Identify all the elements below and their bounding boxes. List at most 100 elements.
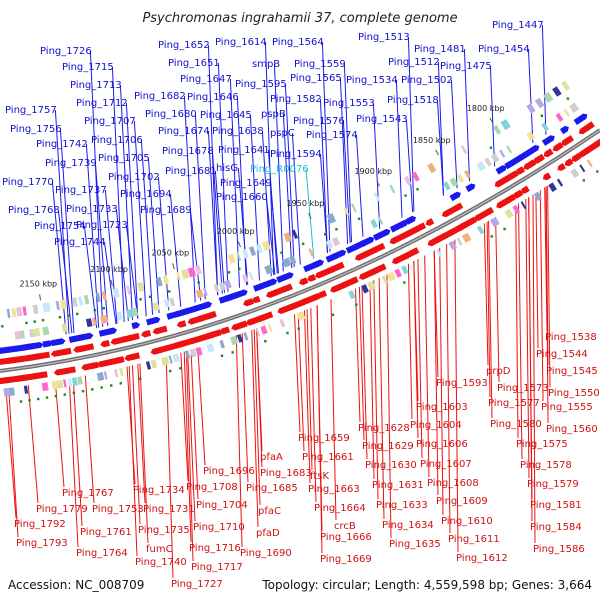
feature-label: Ping_1694 — [120, 189, 172, 200]
rna-mark — [148, 295, 152, 298]
feature-label: Ping_1638 — [212, 126, 264, 137]
feature-label: Ping_1593 — [436, 378, 488, 389]
feature-box — [77, 296, 84, 306]
label-pointer — [265, 196, 276, 275]
gene-arrow — [87, 361, 99, 370]
label-pointer — [437, 61, 444, 196]
rna-mark — [63, 393, 66, 396]
feature-label: Ping_1573 — [497, 383, 549, 394]
feature-box — [343, 206, 350, 217]
feature-label: Ping_1793 — [16, 538, 68, 549]
gene-arrow — [60, 366, 76, 375]
label-pointer — [241, 333, 249, 483]
feature-box — [116, 311, 123, 321]
feature-box — [350, 203, 357, 213]
feature-box — [493, 124, 502, 135]
feature-box — [548, 182, 557, 192]
feature-box — [543, 91, 554, 103]
rna-mark — [72, 391, 76, 395]
feature-label: Ping_1582 — [270, 94, 322, 105]
rna-mark — [355, 303, 358, 306]
feature-box — [499, 149, 506, 158]
feature-box — [219, 339, 226, 349]
feature-box — [32, 304, 39, 315]
feature-label: Ping_1661 — [302, 452, 354, 463]
feature-label: Ping_1614 — [215, 37, 267, 48]
gene-arrow — [259, 311, 274, 321]
feature-label: Ping_1502 — [401, 75, 453, 86]
reverse-cog-boxes — [3, 159, 593, 397]
feature-label: Ping_1646 — [187, 92, 239, 103]
feature-box — [83, 294, 90, 305]
label-pointer — [157, 176, 170, 311]
label-pointer — [486, 221, 491, 398]
label-pointer — [528, 197, 533, 522]
label-pointer — [454, 239, 459, 553]
feature-box — [16, 306, 23, 317]
feature-label: Ping_1512 — [388, 57, 440, 68]
gene-arrow — [146, 316, 161, 326]
scale-tick-mark — [39, 294, 42, 301]
label-pointer — [306, 309, 313, 471]
gene-arrow — [32, 351, 51, 360]
gene-arrow — [407, 247, 420, 257]
feature-box — [119, 367, 124, 377]
feature-box — [103, 371, 108, 380]
feature-box — [361, 284, 369, 294]
feature-box — [227, 253, 236, 264]
label-pointer — [316, 305, 323, 554]
feature-box — [112, 288, 120, 298]
label-pointer — [483, 223, 489, 366]
label-pointer — [187, 350, 196, 522]
gene-arrow — [307, 273, 317, 282]
feature-box — [114, 368, 119, 378]
gene-arrow — [564, 158, 574, 167]
gene-arrow — [405, 215, 417, 225]
rna-mark — [54, 394, 57, 398]
label-pointer — [165, 356, 174, 579]
feature-box — [282, 257, 292, 268]
feature-label: Ping_1659 — [298, 433, 350, 444]
gene-arrow — [141, 330, 152, 338]
feature-label: Ping_1770 — [2, 177, 54, 188]
feature-label: Ping_1611 — [448, 534, 500, 545]
feature-box — [206, 343, 215, 353]
rna-mark — [1, 325, 4, 328]
feature-box — [381, 275, 388, 284]
feature-box — [373, 192, 381, 202]
scale-tick-mark — [435, 149, 439, 156]
gene-arrow — [100, 339, 111, 348]
feature-label: Ping_1545 — [546, 366, 598, 377]
label-pointer — [131, 365, 141, 525]
label-pointer — [304, 310, 311, 484]
feature-label: Ping_1666 — [320, 532, 372, 543]
feature-box — [126, 285, 131, 295]
gene-arrow — [349, 276, 359, 285]
feature-label: Ping_1731 — [143, 504, 195, 515]
feature-box — [95, 292, 101, 302]
feature-label: Ping_1707 — [84, 116, 136, 127]
feature-label: Ping_1594 — [270, 149, 322, 160]
feature-box — [563, 108, 571, 117]
feature-box — [435, 248, 442, 257]
gene-arrow — [219, 326, 231, 335]
feature-label: Ping_1559 — [294, 59, 346, 70]
gene-arrow — [542, 172, 552, 181]
feature-box — [427, 162, 437, 174]
gene-arrow — [360, 236, 375, 247]
gene-arrow — [31, 341, 44, 350]
label-pointer — [89, 50, 104, 327]
feature-label: Ping_1757 — [5, 105, 57, 116]
label-pointer — [532, 194, 536, 544]
label-pointer — [282, 113, 293, 269]
feature-label: Ping_1716 — [189, 543, 241, 554]
gene-arrow — [29, 371, 48, 380]
feature-label: Ping_1606 — [416, 439, 468, 450]
feature-label: Ping_1696 — [203, 466, 255, 477]
rna-mark — [102, 307, 105, 310]
gene-arrow — [449, 202, 464, 213]
label-pointer — [128, 365, 138, 557]
feature-box — [152, 301, 160, 312]
feature-label: Ping_1579 — [527, 479, 579, 490]
gene-arrow — [150, 346, 164, 355]
